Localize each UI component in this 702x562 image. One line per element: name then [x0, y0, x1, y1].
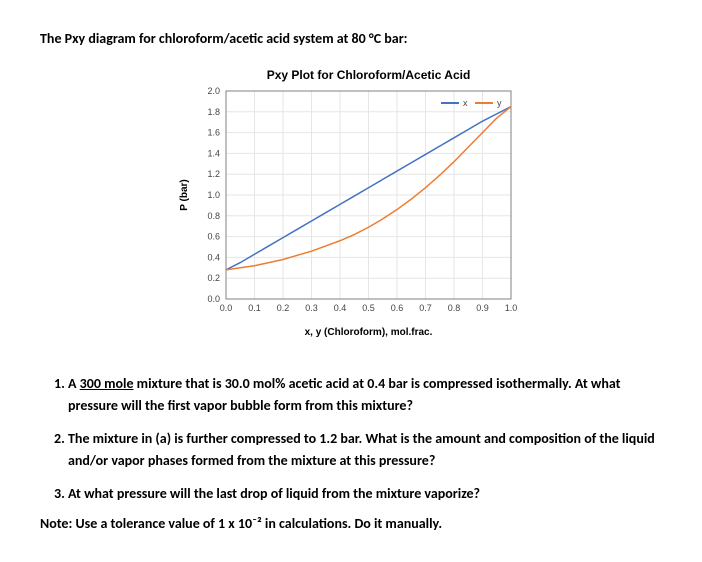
svg-text:y: y: [497, 98, 502, 108]
q1-text-a: A: [68, 375, 80, 392]
svg-text:x: x: [463, 98, 468, 108]
question-2: The mixture in (a) is further compressed…: [68, 428, 662, 473]
heading: The Pxy diagram for chloroform/acetic ac…: [40, 30, 662, 47]
svg-text:0.4: 0.4: [334, 303, 347, 313]
svg-text:0.2: 0.2: [277, 303, 290, 313]
pxy-chart: 0.0 0.1 0.2 0.3 0.4 0.5 0.6 0.7 0.8 0.9 1.0 0.0 0.2 0…: [171, 65, 531, 345]
question-3: At what pressure will the last drop of l…: [68, 483, 662, 505]
svg-text:1.0: 1.0: [505, 303, 518, 313]
svg-text:2.0: 2.0: [207, 86, 220, 96]
svg-text:1.2: 1.2: [207, 169, 220, 179]
question-list: A 300 mole mixture that is 30.0 mol% ace…: [40, 373, 662, 505]
svg-text:0.4: 0.4: [207, 252, 220, 262]
svg-text:0.5: 0.5: [362, 303, 375, 313]
svg-text:1.6: 1.6: [207, 128, 220, 138]
svg-text:0.0: 0.0: [220, 303, 233, 313]
q1-underline: 300 mole: [80, 375, 134, 392]
svg-text:0.8: 0.8: [207, 211, 220, 221]
svg-text:0.3: 0.3: [305, 303, 318, 313]
svg-text:1.8: 1.8: [207, 107, 220, 117]
svg-text:0.1: 0.1: [248, 303, 261, 313]
svg-text:0.2: 0.2: [207, 273, 220, 283]
svg-text:Pxy Plot for Chloroform/Acetic: Pxy Plot for Chloroform/Acetic Acid: [267, 68, 471, 82]
chart-container: 0.0 0.1 0.2 0.3 0.4 0.5 0.6 0.7 0.8 0.9 1.0 0.0 0.2 0…: [40, 65, 662, 345]
question-1: A 300 mole mixture that is 30.0 mol% ace…: [68, 373, 662, 418]
svg-text:0.0: 0.0: [207, 294, 220, 304]
svg-text:0.6: 0.6: [391, 303, 404, 313]
svg-text:0.6: 0.6: [207, 232, 220, 242]
svg-text:0.8: 0.8: [448, 303, 461, 313]
q1-text-b: mixture that is 30.0 mol% acetic acid at…: [68, 375, 621, 414]
svg-text:0.9: 0.9: [476, 303, 489, 313]
note: Note: Use a tolerance value of 1 x 10⁻² …: [40, 515, 662, 532]
svg-text:1.0: 1.0: [207, 190, 220, 200]
svg-text:x, y (Chloroform), mol.frac.: x, y (Chloroform), mol.frac.: [305, 327, 433, 338]
svg-text:1.4: 1.4: [207, 148, 220, 158]
svg-text:P (bar): P (bar): [179, 179, 190, 211]
svg-text:0.7: 0.7: [419, 303, 432, 313]
